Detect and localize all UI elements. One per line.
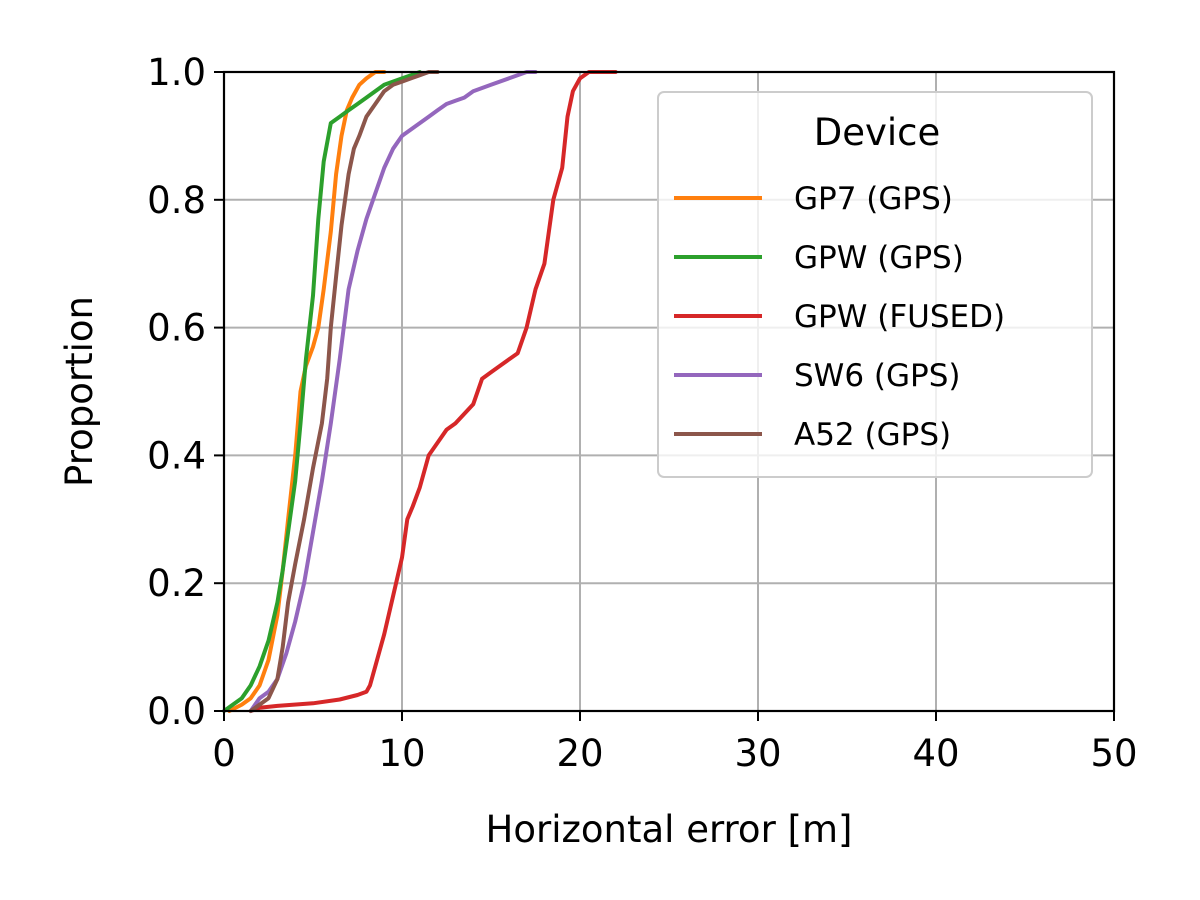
legend-label-1: GPW (GPS)	[794, 240, 964, 276]
axis-ticks: 0 10 20 30 40 50 0.0 0.2 0.4 0.6 0.8 1.0	[147, 51, 1137, 775]
legend-box	[657, 91, 1093, 478]
y-tick-label-2: 0.4	[147, 434, 206, 477]
series-lines	[222, 70, 618, 713]
x-tick-label-0: 0	[212, 732, 236, 775]
legend-label-0: GP7 (GPS)	[794, 181, 953, 217]
legend-title: Device	[814, 111, 941, 154]
series-line-0	[227, 70, 387, 713]
x-tick-label-2: 20	[556, 732, 603, 775]
y-tick-label-1: 0.2	[147, 562, 206, 605]
legend-items: GP7 (GPS) GPW (GPS) GPW (FUSED) SW6 (GPS) A5…	[674, 181, 1005, 453]
y-tick-label-0: 0.0	[147, 690, 206, 733]
series-line-3	[248, 70, 538, 713]
series-line-1	[222, 70, 422, 713]
series-line-4	[248, 70, 440, 713]
series-line-2	[248, 70, 618, 713]
y-tick-label-4: 0.8	[147, 179, 206, 222]
legend: Device GP7 (GPS) GPW (GPS) GPW (FUSED) SW6 …	[657, 91, 1093, 478]
y-axis-title: Proportion	[58, 296, 101, 487]
y-tick-label-3: 0.6	[147, 307, 206, 350]
x-tick-label-3: 30	[734, 732, 781, 775]
legend-label-4: A52 (GPS)	[794, 417, 951, 453]
x-tick-label-5: 50	[1090, 732, 1137, 775]
y-tick-label-5: 1.0	[147, 51, 206, 94]
plot-frame	[222, 70, 1116, 713]
x-tick-label-4: 40	[912, 732, 959, 775]
legend-label-3: SW6 (GPS)	[794, 358, 961, 394]
x-tick-label-1: 10	[378, 732, 425, 775]
legend-label-2: GPW (FUSED)	[794, 299, 1005, 335]
x-axis-title: Horizontal error [m]	[486, 808, 853, 851]
